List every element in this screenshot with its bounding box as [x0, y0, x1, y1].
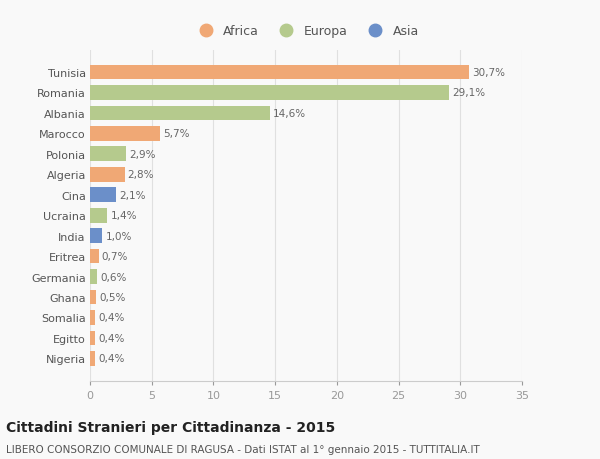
Bar: [90, 208, 107, 223]
Text: 2,8%: 2,8%: [128, 170, 154, 180]
Bar: [90, 269, 97, 284]
Bar: [90, 229, 103, 243]
Bar: [90, 249, 98, 264]
Text: 2,1%: 2,1%: [119, 190, 146, 200]
Text: 0,4%: 0,4%: [98, 313, 124, 323]
Text: 1,0%: 1,0%: [106, 231, 132, 241]
Text: Cittadini Stranieri per Cittadinanza - 2015: Cittadini Stranieri per Cittadinanza - 2…: [6, 420, 335, 434]
Bar: [90, 147, 126, 162]
Text: 0,5%: 0,5%: [99, 292, 125, 302]
Text: 30,7%: 30,7%: [472, 68, 505, 78]
Text: 14,6%: 14,6%: [273, 109, 307, 119]
Bar: [90, 188, 116, 203]
Bar: [90, 66, 469, 80]
Text: 2,9%: 2,9%: [129, 150, 155, 159]
Bar: [90, 290, 96, 305]
Bar: [90, 351, 95, 366]
Text: 29,1%: 29,1%: [452, 88, 485, 98]
Bar: [90, 127, 160, 141]
Bar: [90, 310, 95, 325]
Bar: [90, 106, 270, 121]
Bar: [90, 168, 125, 182]
Bar: [90, 331, 95, 346]
Text: 0,7%: 0,7%: [102, 252, 128, 262]
Legend: Africa, Europa, Asia: Africa, Europa, Asia: [188, 20, 424, 43]
Text: 0,4%: 0,4%: [98, 333, 124, 343]
Text: 0,4%: 0,4%: [98, 353, 124, 364]
Text: 0,6%: 0,6%: [100, 272, 127, 282]
Text: LIBERO CONSORZIO COMUNALE DI RAGUSA - Dati ISTAT al 1° gennaio 2015 - TUTTITALIA: LIBERO CONSORZIO COMUNALE DI RAGUSA - Da…: [6, 444, 480, 454]
Bar: [90, 86, 449, 101]
Text: 5,7%: 5,7%: [163, 129, 190, 139]
Text: 1,4%: 1,4%: [110, 211, 137, 221]
